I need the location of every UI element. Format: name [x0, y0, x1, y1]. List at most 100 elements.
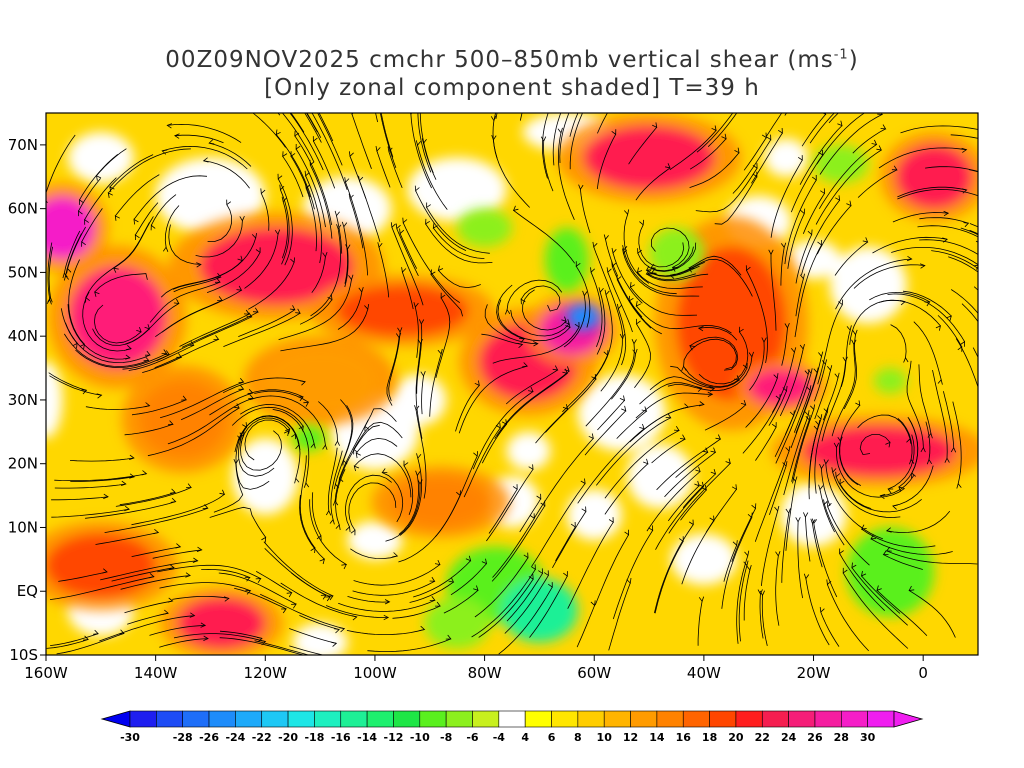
streamline [769, 465, 787, 516]
streamline [79, 153, 119, 201]
streamline-arrow [94, 291, 100, 297]
streamline-arrow [358, 286, 364, 293]
colorbar-label: -4 [493, 731, 506, 744]
weak-shear-area [829, 246, 907, 324]
streamline [897, 418, 913, 460]
streamline-arrow [322, 251, 328, 258]
streamline-arrow [375, 146, 381, 152]
streamline [908, 417, 919, 474]
streamline-arrow [698, 481, 705, 488]
colorbar-label: -14 [357, 731, 377, 744]
streamline-arrow [473, 585, 479, 591]
streamline-arrow [935, 325, 941, 331]
streamline-arrow [102, 568, 108, 574]
streamline [705, 489, 737, 533]
streamline-arrow [243, 309, 250, 315]
streamline [491, 505, 546, 582]
streamline-arrow [811, 518, 818, 525]
streamline-arrow [175, 543, 182, 549]
streamline-arrow [196, 262, 202, 268]
colorbar-swatch [630, 710, 658, 728]
streamline [656, 438, 721, 491]
streamline [743, 569, 751, 621]
streamline [906, 360, 924, 448]
streamline [127, 612, 169, 625]
streamline-arrow [606, 267, 612, 274]
streamline-arrow [320, 594, 327, 600]
streamline-arrow [93, 629, 99, 635]
streamline-arrow [698, 596, 705, 603]
streamline [486, 469, 534, 542]
streamline-arrow [491, 134, 497, 141]
streamline [256, 571, 292, 594]
streamline [754, 450, 790, 542]
streamline-arrow [611, 129, 617, 136]
streamline [817, 304, 843, 385]
streamline-arrow [166, 123, 173, 129]
streamline [209, 506, 267, 538]
streamline [781, 513, 790, 583]
streamline-arrow [185, 572, 191, 578]
colorbar-swatch [314, 710, 342, 728]
streamline-arrow [413, 302, 419, 308]
streamline-arrow [652, 122, 658, 128]
streamline [388, 331, 401, 402]
streamline [842, 572, 909, 649]
streamline [415, 409, 427, 499]
streamline [247, 389, 304, 398]
streamline-arrow [650, 263, 656, 269]
streamline-arrow [826, 579, 832, 586]
streamline [797, 521, 803, 599]
colorbar-swatch [814, 710, 842, 728]
title-exponent: -1 [833, 47, 849, 63]
streamline-arrow [384, 599, 391, 605]
streamline [290, 572, 327, 596]
streamline [124, 423, 174, 436]
streamline-arrow [785, 508, 791, 514]
streamline-arrow [255, 247, 261, 254]
streamline-arrow [281, 608, 287, 614]
streamline-arrow [213, 335, 220, 340]
streamline [955, 338, 978, 389]
streamline [605, 239, 618, 277]
streamline [689, 336, 739, 371]
streamline [707, 113, 738, 147]
streamline-arrow [429, 596, 436, 601]
colorbar-label: 20 [728, 731, 744, 744]
streamline [318, 401, 338, 442]
streamline-arrow [540, 500, 546, 507]
colorbar-label: 16 [676, 731, 692, 744]
negative-shear-area [813, 144, 869, 184]
streamline [736, 555, 749, 644]
streamline-arrow [855, 400, 861, 407]
streamline-arrow [79, 199, 84, 205]
streamline-arrow [226, 199, 232, 206]
streamline [223, 312, 301, 347]
streamline [897, 186, 967, 198]
streamline [309, 164, 333, 239]
title-suffix: ) [848, 47, 859, 73]
streamline [608, 582, 631, 651]
streamline [651, 227, 690, 268]
streamline [421, 375, 424, 415]
streamline-arrow [310, 547, 316, 554]
streamline [488, 488, 518, 534]
streamline-arrow [624, 209, 630, 216]
streamline-arrow [170, 497, 177, 503]
colorbar-swatch [524, 710, 552, 728]
streamline [918, 364, 932, 434]
streamline-arrow [237, 434, 243, 441]
colorbar-label: 14 [649, 731, 665, 744]
colorbar-label: -30 [120, 731, 140, 744]
streamline [426, 207, 490, 254]
streamline-arrow [419, 625, 426, 631]
streamline-arrow [852, 329, 858, 336]
colorbar-label: 28 [834, 731, 849, 744]
streamline [569, 113, 579, 137]
streamline [239, 404, 315, 444]
streamline [289, 628, 337, 644]
streamline [857, 414, 911, 439]
colorbar-label: 12 [623, 731, 638, 744]
streamline [149, 281, 221, 323]
streamline [209, 392, 253, 416]
